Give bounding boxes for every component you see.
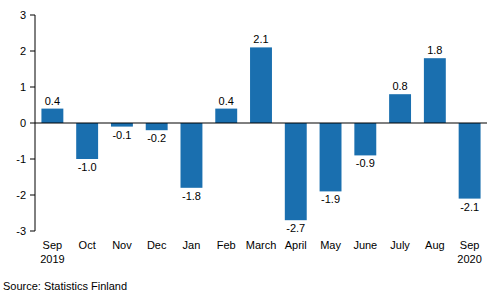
chart: -3 -2 -1 0 1 2 3 0.4 -1.0 -0.1 -0.2 -1.8 0.4 2.1 -2.7 -… bbox=[0, 0, 493, 304]
x-tick-label: July bbox=[390, 239, 410, 251]
y-tick-label: 2 bbox=[20, 45, 26, 57]
y-tick-label: 3 bbox=[20, 9, 26, 21]
bar bbox=[215, 109, 237, 123]
y-tick bbox=[30, 159, 35, 160]
data-label: -1.0 bbox=[78, 161, 97, 173]
x-tick-label: Feb bbox=[217, 239, 236, 251]
data-label: 0.4 bbox=[219, 95, 234, 107]
zero-line bbox=[35, 123, 487, 124]
y-tick bbox=[30, 87, 35, 88]
y-tick bbox=[30, 195, 35, 196]
source: Source: Statistics Finland bbox=[3, 280, 127, 292]
x-tick-label: Oct bbox=[79, 239, 96, 251]
y-tick-label: -3 bbox=[16, 225, 26, 237]
data-label: -2.1 bbox=[460, 201, 479, 213]
bar bbox=[111, 123, 133, 127]
data-label: -1.9 bbox=[321, 193, 340, 205]
bar bbox=[459, 123, 481, 199]
x-tick-label: May bbox=[320, 239, 341, 251]
bar bbox=[424, 58, 446, 123]
bar bbox=[76, 123, 98, 159]
data-label: -1.8 bbox=[182, 190, 201, 202]
bar bbox=[146, 123, 168, 130]
x-tick-label: Jan bbox=[183, 239, 201, 251]
data-label: -0.9 bbox=[356, 157, 375, 169]
data-label: 0.8 bbox=[392, 80, 407, 92]
bar bbox=[41, 109, 63, 123]
bar bbox=[285, 123, 307, 220]
x-tick-label: Sep2020 bbox=[457, 239, 481, 265]
x-tick-label: Dec bbox=[147, 239, 167, 251]
bar bbox=[354, 123, 376, 155]
bar bbox=[320, 123, 342, 191]
y-tick-label: 0 bbox=[20, 117, 26, 129]
bars bbox=[41, 47, 480, 220]
bar bbox=[181, 123, 203, 188]
data-label: 0.4 bbox=[45, 95, 60, 107]
x-tick-label: Aug bbox=[425, 239, 445, 251]
data-label: -0.2 bbox=[147, 132, 166, 144]
data-label: -2.7 bbox=[286, 222, 305, 234]
y-tick-label: 1 bbox=[20, 81, 26, 93]
x-tick-label: Nov bbox=[112, 239, 132, 251]
data-label: -0.1 bbox=[112, 129, 131, 141]
y-tick bbox=[30, 123, 35, 124]
data-label: 2.1 bbox=[253, 33, 268, 45]
bar bbox=[389, 94, 411, 123]
x-tick-label: Sep2019 bbox=[40, 239, 64, 265]
y-tick-label: -2 bbox=[16, 189, 26, 201]
data-label: 1.8 bbox=[427, 44, 442, 56]
y-tick bbox=[30, 51, 35, 52]
x-tick-label: March bbox=[246, 239, 277, 251]
bar bbox=[250, 47, 272, 123]
y-tick-label: -1 bbox=[16, 153, 26, 165]
x-tick-label: June bbox=[353, 239, 377, 251]
x-tick-label: April bbox=[285, 239, 307, 251]
y-tick bbox=[30, 231, 35, 232]
y-tick bbox=[30, 15, 35, 16]
